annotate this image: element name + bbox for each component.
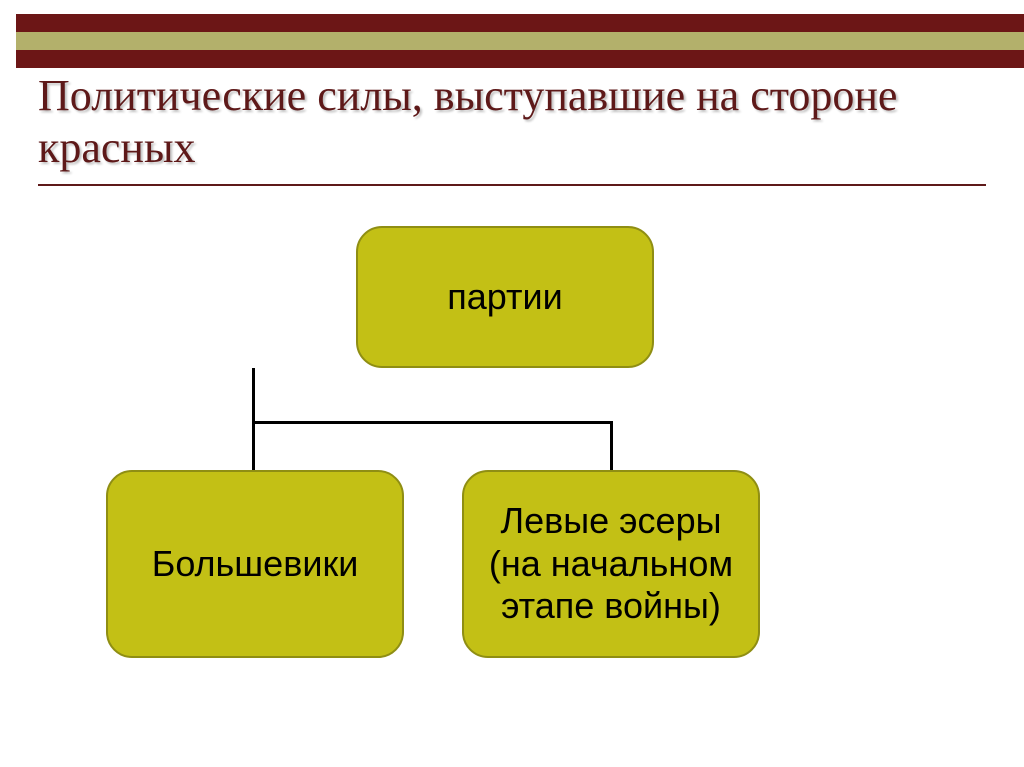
band-outer-top: [16, 14, 1024, 32]
node-right: Левые эсеры (на начальном этапе войны): [462, 470, 760, 658]
connector-seg-1: [252, 368, 255, 470]
connector-seg-2: [252, 421, 612, 424]
node-left: Большевики: [106, 470, 404, 658]
org-diagram: партии Большевики Левые эсеры (на началь…: [0, 210, 1024, 767]
band-outer-bottom: [16, 50, 1024, 68]
node-root-label: партии: [447, 276, 562, 318]
band-inner: [16, 32, 1024, 50]
node-right-label: Левые эсеры (на начальном этапе войны): [478, 500, 744, 627]
slide-title-block: Политические силы, выступавшие на сторон…: [38, 70, 986, 186]
node-root: партии: [356, 226, 654, 368]
connector-seg-3: [610, 421, 613, 470]
title-underline: [38, 184, 986, 186]
slide-title: Политические силы, выступавшие на сторон…: [38, 70, 986, 174]
node-left-label: Большевики: [152, 543, 359, 585]
